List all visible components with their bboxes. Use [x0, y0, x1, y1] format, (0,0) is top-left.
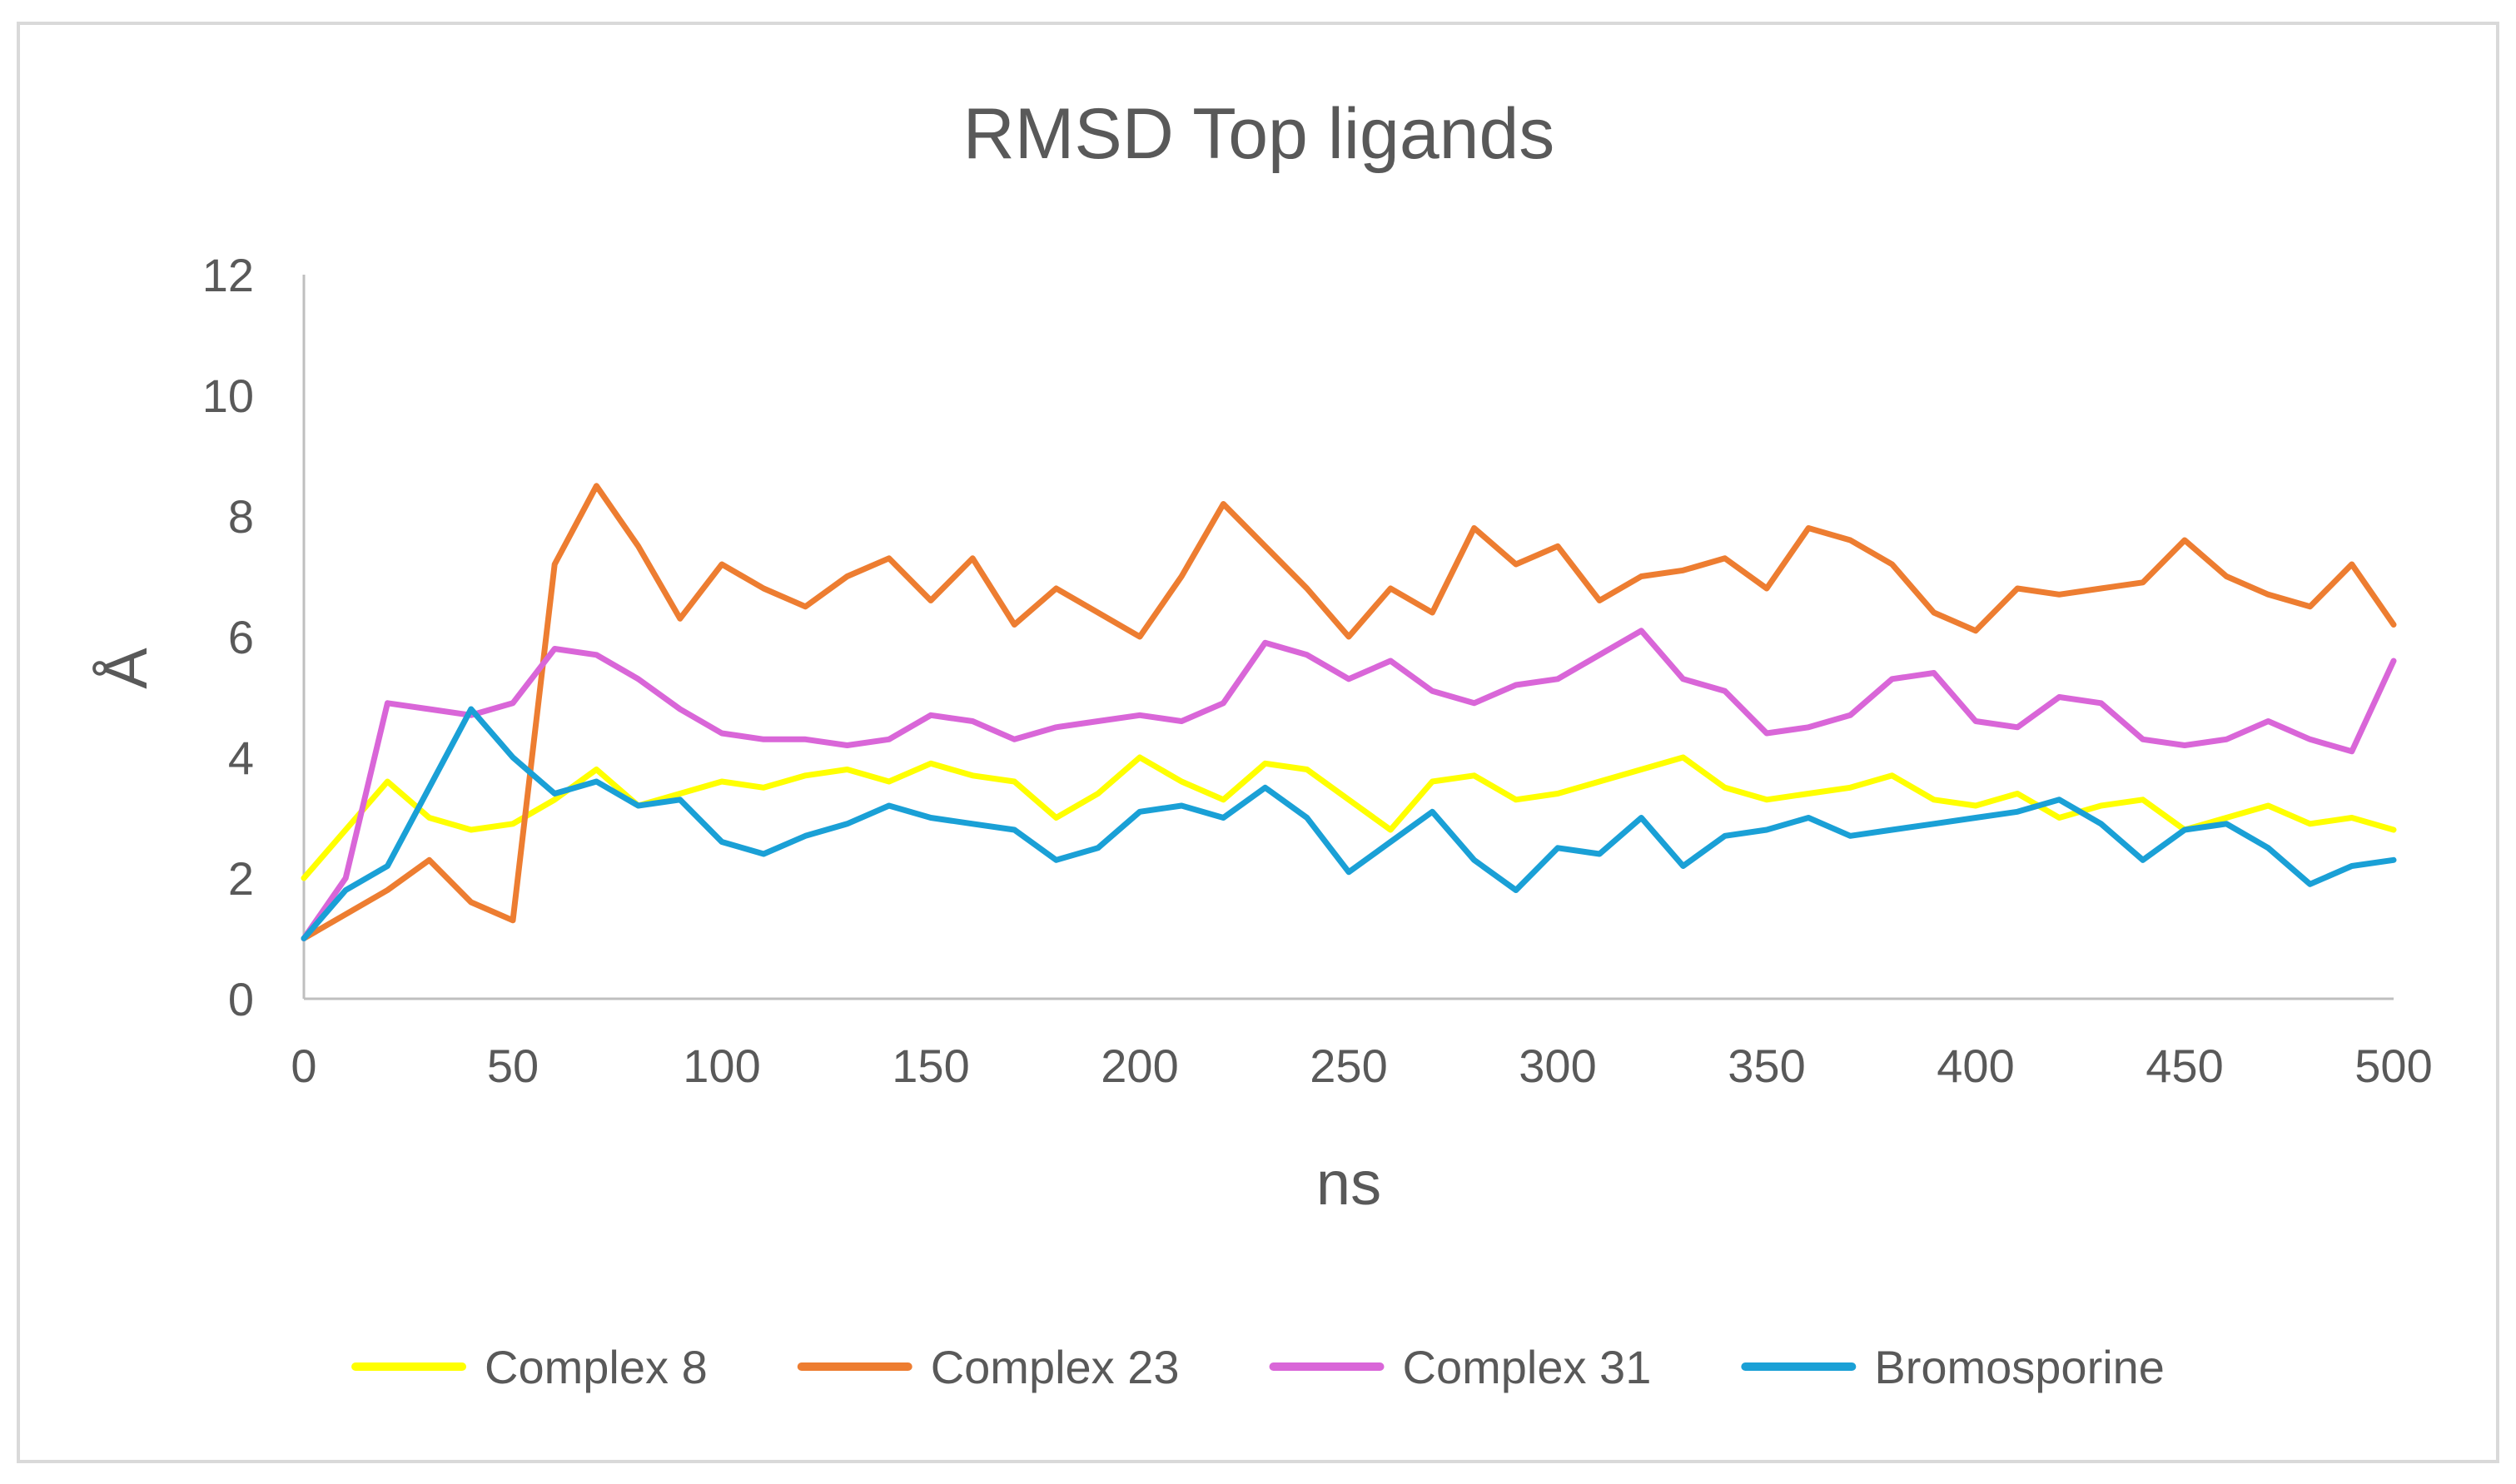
y-tick-label: 0: [228, 973, 254, 1025]
x-tick-label: 400: [1937, 1040, 2014, 1092]
x-tick-label: 150: [892, 1040, 969, 1092]
legend: Complex 8 Complex 23 Complex 31 Bromosporin…: [351, 1341, 2165, 1393]
x-axis-title: ns: [1316, 1149, 1381, 1218]
y-tick-labels: 0 2 4 6 8 10 12: [202, 249, 254, 1025]
y-tick-label: 6: [228, 611, 254, 663]
x-tick-label: 0: [291, 1040, 316, 1092]
x-tick-label: 350: [1728, 1040, 1805, 1092]
chart-title: RMSD Top ligands: [963, 94, 1555, 174]
x-tick-label: 100: [683, 1040, 760, 1092]
legend-item: Complex 23: [797, 1341, 1180, 1393]
plot-area: [301, 483, 2397, 941]
x-tick-label: 450: [2146, 1040, 2223, 1092]
x-tick-label: 200: [1101, 1040, 1178, 1092]
legend-item: Complex 8: [351, 1341, 708, 1393]
x-tick-label: 250: [1310, 1040, 1387, 1092]
series-line-bromosporine: [301, 706, 2397, 941]
x-tick-labels: 0 50 100 150 200 250 300 350 400 450 500: [291, 1040, 2432, 1092]
legend-label: Complex 31: [1403, 1341, 1652, 1393]
y-tick-label: 8: [228, 490, 254, 543]
x-tick-label: 50: [487, 1040, 539, 1092]
y-axis-title: Å: [91, 648, 160, 689]
series-line-complex-31: [301, 628, 2397, 941]
legend-label: Complex 23: [931, 1341, 1180, 1393]
legend-item: Complex 31: [1269, 1341, 1652, 1393]
x-tick-label: 500: [2354, 1040, 2432, 1092]
y-tick-label: 4: [228, 732, 254, 784]
series-line-complex-23: [301, 483, 2397, 941]
x-tick-label: 300: [1519, 1040, 1596, 1092]
legend-item: Bromosporine: [1741, 1341, 2165, 1393]
chart-frame: [17, 22, 2499, 1463]
y-tick-label: 2: [228, 852, 254, 905]
legend-label: Complex 8: [485, 1341, 708, 1393]
legend-label: Bromosporine: [1874, 1341, 2165, 1393]
y-tick-label: 12: [202, 249, 254, 301]
y-tick-label: 10: [202, 370, 254, 422]
